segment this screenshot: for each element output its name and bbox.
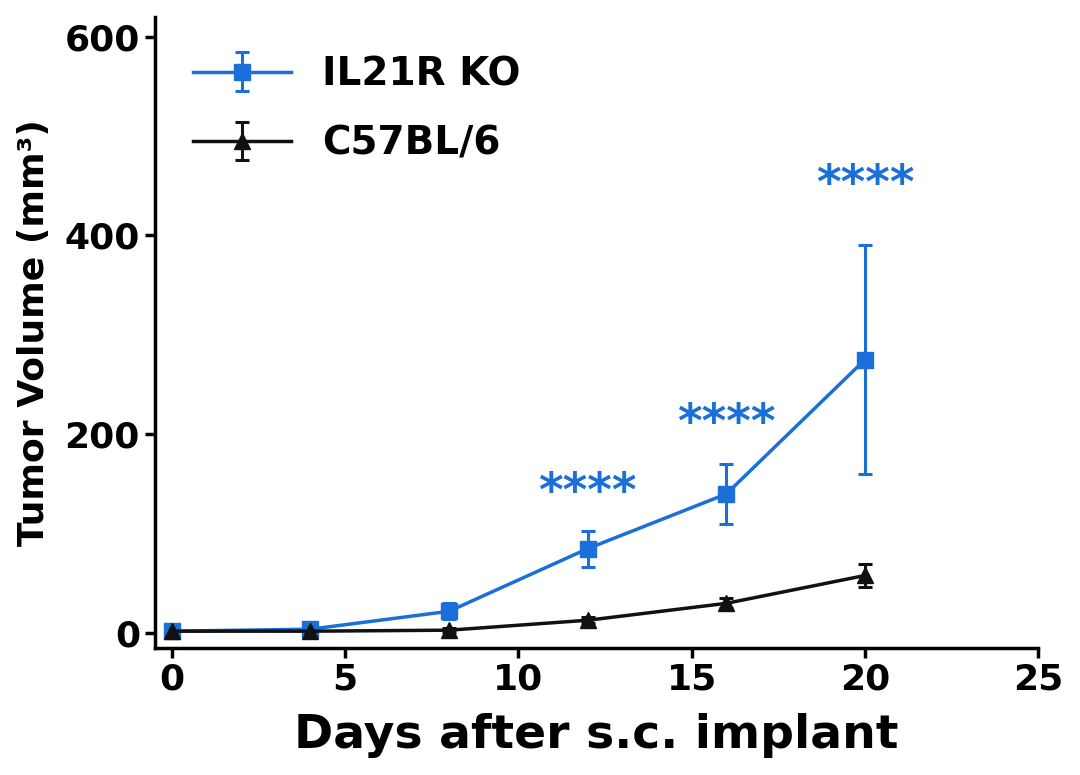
Y-axis label: Tumor Volume (mm³): Tumor Volume (mm³): [16, 119, 51, 546]
Text: ****: ****: [815, 164, 914, 208]
Text: ****: ****: [677, 402, 775, 447]
X-axis label: Days after s.c. implant: Days after s.c. implant: [294, 713, 899, 758]
Legend: IL21R KO, C57BL/6: IL21R KO, C57BL/6: [174, 36, 540, 182]
Text: ****: ****: [539, 471, 637, 516]
